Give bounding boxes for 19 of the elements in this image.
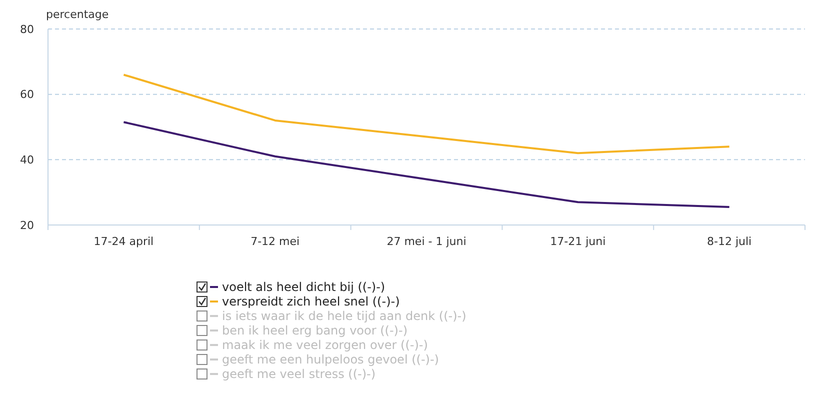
legend-label: geeft me veel stress ((-)-) <box>222 367 376 382</box>
legend-label: geeft me een hulpeloos gevoel ((-)-) <box>222 352 439 367</box>
legend-label: verspreidt zich heel snel ((-)-) <box>222 294 400 309</box>
y-axis-title: percentage <box>46 8 109 21</box>
legend-label: voelt als heel dicht bij ((-)-) <box>222 280 386 294</box>
line-series <box>122 121 730 208</box>
x-tick-label: 17-24 april <box>94 235 154 248</box>
x-tick-label: 8-12 juli <box>706 235 752 248</box>
line-series <box>122 74 730 154</box>
y-tick-label: 40 <box>20 154 34 167</box>
legend-label: ben ik heel erg bang voor ((-)-) <box>222 324 408 338</box>
legend-label: is iets waar ik de hele tijd aan denk ((-)-) <box>222 309 466 324</box>
y-tick-label: 20 <box>20 218 34 232</box>
x-tick-label: 27 mei - 1 juni <box>386 235 466 248</box>
y-tick-label: 60 <box>20 88 34 102</box>
x-tick-label: 7-12 mei <box>250 235 300 248</box>
legend-label: maak ik me veel zorgen over ((-)-) <box>222 338 428 352</box>
y-tick-label: 80 <box>20 22 34 36</box>
x-tick-label: 17-21 juni <box>550 235 606 248</box>
